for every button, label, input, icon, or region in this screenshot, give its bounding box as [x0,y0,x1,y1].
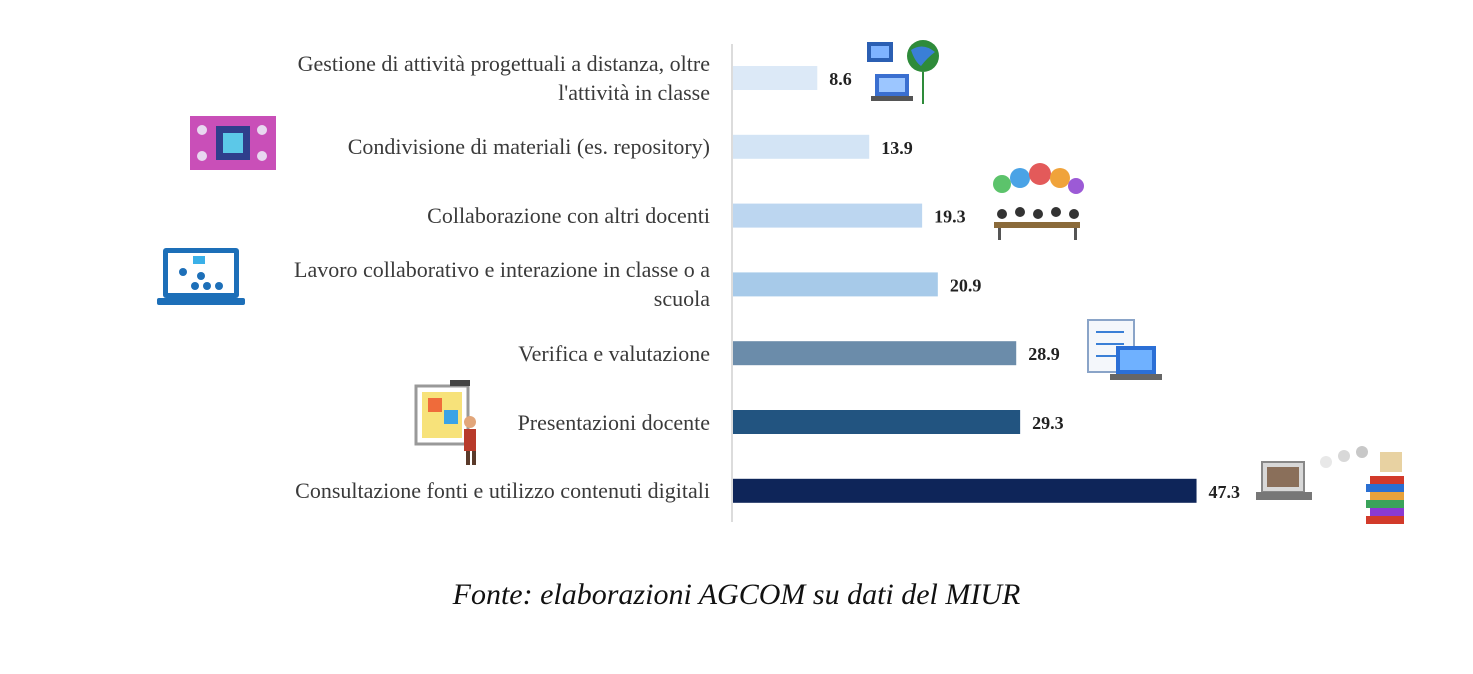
value-label-1: 8.6 [829,69,852,89]
value-label-7: 47.3 [1209,482,1241,502]
category-label-line: scuola [653,286,710,312]
category-label-2: Condivisione di materiali (es. repositor… [150,132,710,161]
category-label-line: Gestione di attività progettuali a dista… [297,51,710,76]
category-label-1: Gestione di attività progettuali a dista… [150,49,710,107]
value-label-3: 19.3 [934,207,966,227]
bar-4 [733,272,938,297]
bar-1 [733,66,818,90]
category-label-line: Presentazioni docente [517,409,710,435]
bar-7 [733,478,1197,503]
bar-2 [733,134,870,159]
category-label-line: Verifica e valutazione [518,340,710,366]
value-label-6: 29.3 [1032,413,1064,433]
laptop-globe-icon [865,36,943,106]
category-label-line: Condivisione di materiali (es. repositor… [347,134,710,160]
value-label-2: 13.9 [881,138,913,158]
people-cloud-icon [988,162,1086,242]
source-caption: Fonte: elaborazioni AGCOM su dati del MI… [452,578,1021,611]
category-label-line: l'attività in classe [558,80,710,105]
laptop-books-icon [1254,442,1412,530]
bar-6 [733,410,1021,434]
category-label-line: Collaborazione con altri docenti [427,203,710,229]
whiteboard-teacher-icon [414,380,488,468]
bar-5 [733,341,1017,366]
category-label-line: Lavoro collaborativo e interazione in cl… [294,257,710,283]
category-label-7: Consultazione fonti e utilizzo contenuti… [150,476,710,505]
bar-3 [733,203,923,228]
category-label-4: Lavoro collaborativo e interazione in cl… [150,255,710,313]
classroom-monitor-icon [157,246,245,308]
category-label-line: Consultazione fonti e utilizzo contenuti… [295,478,710,504]
category-label-5: Verifica e valutazione [150,339,710,368]
category-label-3: Collaborazione con altri docenti [150,201,710,230]
value-label-5: 28.9 [1028,344,1060,364]
category-label-6: Presentazioni docente [150,408,710,437]
circuit-board-icon [190,116,276,170]
value-label-4: 20.9 [950,275,982,295]
checklist-laptop-icon [1084,318,1162,390]
